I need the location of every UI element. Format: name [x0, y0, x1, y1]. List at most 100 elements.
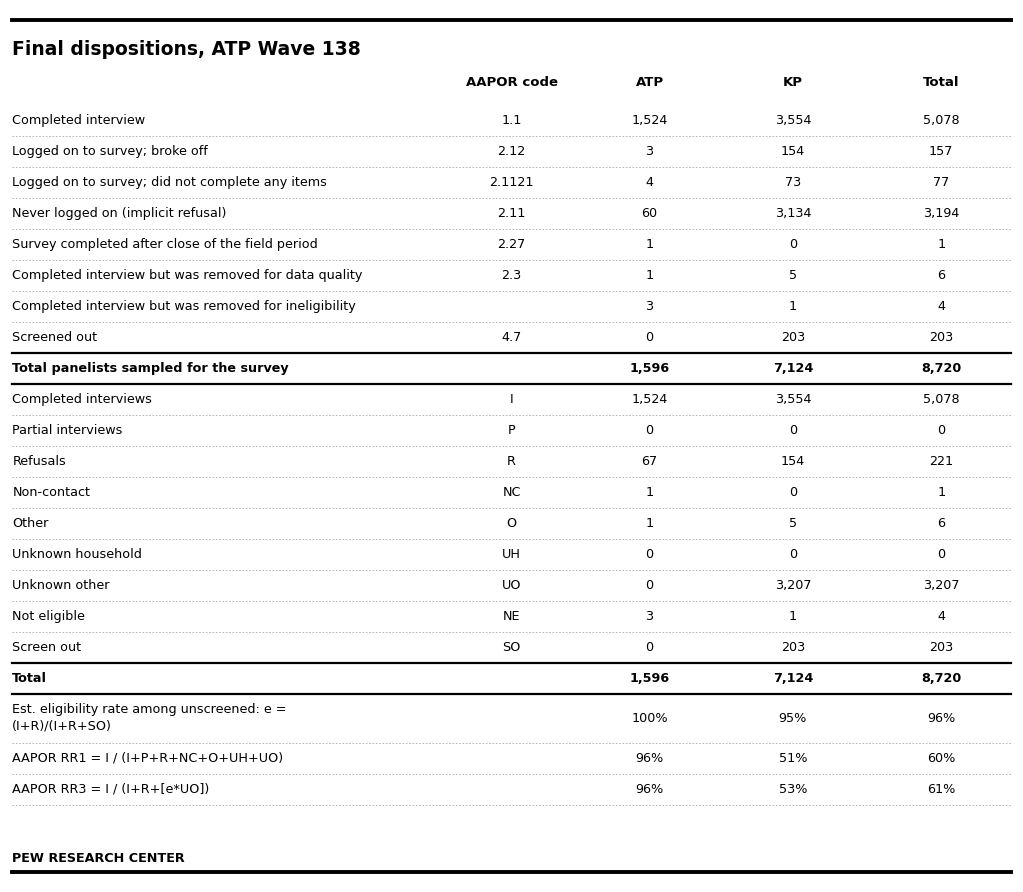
Text: 154: 154: [781, 455, 805, 468]
Text: 3,554: 3,554: [774, 393, 811, 406]
Text: 5: 5: [789, 517, 797, 530]
Text: UH: UH: [502, 548, 521, 561]
Text: ATP: ATP: [635, 76, 664, 88]
Text: 0: 0: [646, 424, 654, 437]
Text: 2.11: 2.11: [497, 207, 526, 220]
Text: AAPOR RR3 = I / (I+R+[e*UO]): AAPOR RR3 = I / (I+R+[e*UO]): [12, 782, 210, 796]
Text: 96%: 96%: [635, 782, 664, 796]
Text: 203: 203: [929, 640, 953, 654]
Text: P: P: [507, 424, 516, 437]
Text: 3,554: 3,554: [774, 114, 811, 128]
Text: 1,596: 1,596: [629, 672, 670, 685]
Text: Unknown household: Unknown household: [12, 548, 142, 561]
Text: 3: 3: [646, 610, 654, 623]
Text: AAPOR RR1 = I / (I+P+R+NC+O+UH+UO): AAPOR RR1 = I / (I+P+R+NC+O+UH+UO): [12, 752, 283, 764]
Text: 3,207: 3,207: [923, 579, 960, 592]
Text: 157: 157: [929, 145, 953, 158]
Text: 1: 1: [789, 300, 797, 313]
Text: 221: 221: [929, 455, 953, 468]
Text: Screened out: Screened out: [12, 331, 97, 344]
Text: Partial interviews: Partial interviews: [12, 424, 123, 437]
Text: 1,524: 1,524: [631, 393, 668, 406]
Text: Completed interview but was removed for data quality: Completed interview but was removed for …: [12, 269, 362, 282]
Text: 4: 4: [937, 610, 945, 623]
Text: 60%: 60%: [927, 752, 955, 764]
Text: 0: 0: [937, 424, 945, 437]
Text: 100%: 100%: [631, 712, 668, 724]
Text: 3,134: 3,134: [774, 207, 811, 220]
Text: 1: 1: [789, 610, 797, 623]
Text: 96%: 96%: [635, 752, 664, 764]
Text: 203: 203: [781, 640, 805, 654]
Text: 6: 6: [937, 269, 945, 282]
Text: NE: NE: [502, 610, 521, 623]
Text: Not eligible: Not eligible: [12, 610, 85, 623]
Text: 6: 6: [937, 517, 945, 530]
Text: 7,124: 7,124: [772, 362, 813, 375]
Text: 0: 0: [646, 331, 654, 344]
Text: Survey completed after close of the field period: Survey completed after close of the fiel…: [12, 238, 318, 252]
Text: 5: 5: [789, 269, 797, 282]
Text: Completed interviews: Completed interviews: [12, 393, 152, 406]
Text: Total: Total: [12, 672, 47, 685]
Text: 2.12: 2.12: [497, 145, 526, 158]
Text: 4.7: 4.7: [501, 331, 522, 344]
Text: Total panelists sampled for the survey: Total panelists sampled for the survey: [12, 362, 288, 375]
Text: 5,078: 5,078: [923, 393, 960, 406]
Text: 0: 0: [789, 548, 797, 561]
Text: 1: 1: [937, 238, 945, 252]
Text: 51%: 51%: [779, 752, 807, 764]
Text: 203: 203: [929, 331, 953, 344]
Text: 0: 0: [646, 548, 654, 561]
Text: 61%: 61%: [927, 782, 955, 796]
Text: AAPOR code: AAPOR code: [465, 76, 558, 88]
Text: 1,596: 1,596: [629, 362, 670, 375]
Text: NC: NC: [502, 486, 521, 499]
Text: Screen out: Screen out: [12, 640, 82, 654]
Text: Completed interview but was removed for ineligibility: Completed interview but was removed for …: [12, 300, 356, 313]
Text: 3: 3: [646, 300, 654, 313]
Text: 0: 0: [937, 548, 945, 561]
Text: I: I: [509, 393, 514, 406]
Text: 0: 0: [789, 486, 797, 499]
Text: 1: 1: [646, 486, 654, 499]
Text: O: O: [506, 517, 517, 530]
Text: Logged on to survey; did not complete any items: Logged on to survey; did not complete an…: [12, 177, 327, 189]
Text: 7,124: 7,124: [772, 672, 813, 685]
Text: 203: 203: [781, 331, 805, 344]
Text: Final dispositions, ATP Wave 138: Final dispositions, ATP Wave 138: [12, 39, 361, 59]
Text: 2.27: 2.27: [497, 238, 526, 252]
Text: 3,207: 3,207: [774, 579, 811, 592]
Text: 0: 0: [789, 238, 797, 252]
Text: 1,524: 1,524: [631, 114, 668, 128]
Text: 1.1: 1.1: [501, 114, 522, 128]
Text: 0: 0: [646, 579, 654, 592]
Text: 8,720: 8,720: [921, 362, 962, 375]
Text: 3: 3: [646, 145, 654, 158]
Text: SO: SO: [502, 640, 521, 654]
Text: 5,078: 5,078: [923, 114, 960, 128]
Text: 1: 1: [646, 517, 654, 530]
Text: Total: Total: [923, 76, 960, 88]
Text: PEW RESEARCH CENTER: PEW RESEARCH CENTER: [12, 852, 185, 864]
Text: 95%: 95%: [779, 712, 807, 724]
Text: Logged on to survey; broke off: Logged on to survey; broke off: [12, 145, 208, 158]
Text: 77: 77: [933, 177, 949, 189]
Text: 3,194: 3,194: [923, 207, 960, 220]
Text: 1: 1: [646, 238, 654, 252]
Text: Unknown other: Unknown other: [12, 579, 109, 592]
Text: 96%: 96%: [927, 712, 955, 724]
Text: R: R: [507, 455, 516, 468]
Text: Est. eligibility rate among unscreened: e =
(I+R)/(I+R+SO): Est. eligibility rate among unscreened: …: [12, 704, 286, 733]
Text: 1: 1: [646, 269, 654, 282]
Text: 60: 60: [641, 207, 658, 220]
Text: Completed interview: Completed interview: [12, 114, 145, 128]
Text: 1: 1: [937, 486, 945, 499]
Text: 2.3: 2.3: [501, 269, 522, 282]
Text: 0: 0: [646, 640, 654, 654]
Text: Other: Other: [12, 517, 49, 530]
Text: 67: 67: [641, 455, 658, 468]
Text: UO: UO: [501, 579, 522, 592]
Text: Non-contact: Non-contact: [12, 486, 90, 499]
Text: 53%: 53%: [779, 782, 807, 796]
